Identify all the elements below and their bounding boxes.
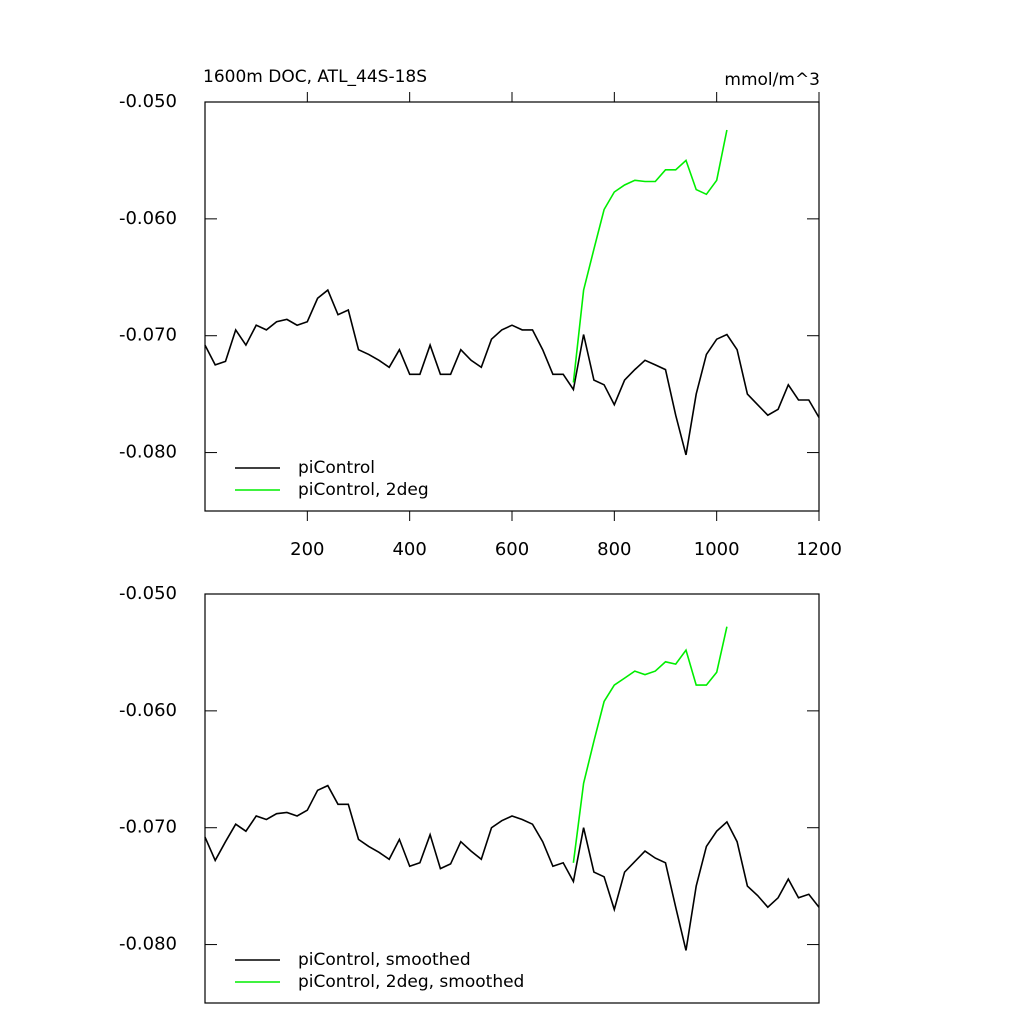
y-tick-label: -0.080 [119, 442, 177, 463]
x-tick-label: 1000 [694, 539, 740, 560]
legend-label: piControl [298, 458, 375, 478]
legend-label: piControl, 2deg, smoothed [298, 972, 524, 992]
x-tick-label: 400 [392, 539, 426, 560]
legend-label: piControl, smoothed [298, 950, 471, 970]
x-tick-label: 600 [495, 539, 529, 560]
y-tick-label: -0.060 [119, 208, 177, 229]
series-line [204, 288, 820, 456]
x-tick-label: 800 [597, 539, 631, 560]
units-label: mmol/m^3 [724, 70, 820, 90]
plot-frame [204, 593, 820, 1004]
series-line [572, 129, 728, 383]
plot-frame [204, 101, 820, 512]
y-tick-label: -0.070 [119, 325, 177, 346]
x-tick-label: 1200 [796, 539, 842, 560]
y-tick-label: -0.060 [119, 700, 177, 721]
legend-label: piControl, 2deg [298, 480, 429, 500]
y-tick-label: -0.050 [119, 91, 177, 112]
x-tick-label: 200 [290, 539, 324, 560]
series-line [204, 784, 820, 951]
y-tick-label: -0.080 [119, 934, 177, 955]
y-tick-label: -0.070 [119, 817, 177, 838]
series-line [572, 626, 728, 863]
y-tick-label: -0.050 [119, 583, 177, 604]
chart-title: 1600m DOC, ATL_44S-18S [203, 67, 427, 87]
